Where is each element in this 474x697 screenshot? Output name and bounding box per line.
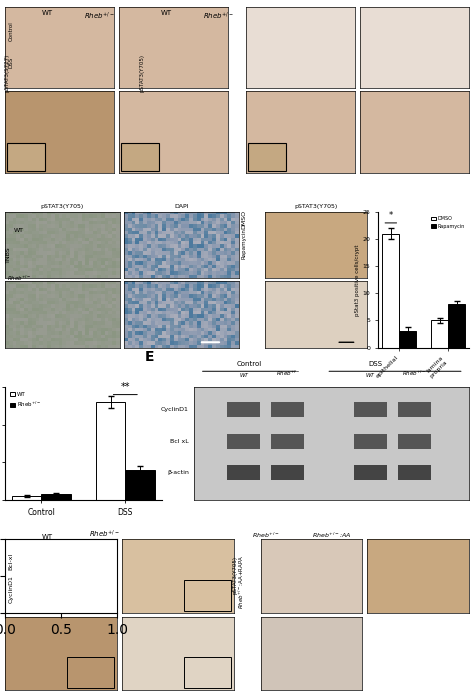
Text: E: E	[145, 351, 154, 365]
Text: Bcl-xl: Bcl-xl	[9, 553, 14, 569]
FancyBboxPatch shape	[271, 434, 304, 449]
Bar	[383, 233, 400, 348]
FancyBboxPatch shape	[121, 142, 159, 171]
Text: *: *	[389, 211, 393, 220]
Text: $Rheb^{+/-}$: $Rheb^{+/-}$	[203, 10, 233, 22]
FancyBboxPatch shape	[248, 142, 286, 171]
Text: G: G	[252, 521, 264, 535]
Text: A: A	[0, 0, 11, 3]
Bar	[12, 496, 41, 500]
Text: CyclinD1: CyclinD1	[161, 407, 189, 412]
Bar	[400, 331, 417, 348]
Text: $Rheb^{+/-}$: $Rheb^{+/-}$	[84, 10, 115, 22]
Text: pSTAT3(Y705): pSTAT3(Y705)	[232, 556, 237, 594]
Text: TNBS: TNBS	[6, 246, 10, 263]
Text: $Rheb^{+/-}$:AA: $Rheb^{+/-}$:AA	[312, 531, 352, 540]
Text: Rapamycin: Rapamycin	[242, 229, 247, 259]
FancyBboxPatch shape	[227, 466, 260, 480]
FancyBboxPatch shape	[67, 657, 114, 688]
FancyBboxPatch shape	[183, 657, 231, 688]
FancyBboxPatch shape	[67, 580, 114, 611]
Text: pSTAT3(Y705): pSTAT3(Y705)	[294, 204, 337, 209]
Text: DAPI: DAPI	[174, 204, 189, 209]
Bar	[125, 470, 155, 500]
Text: Control: Control	[9, 22, 14, 41]
Bar	[448, 304, 465, 348]
FancyBboxPatch shape	[227, 434, 260, 449]
FancyBboxPatch shape	[398, 466, 431, 480]
FancyBboxPatch shape	[271, 402, 304, 418]
Bar	[41, 494, 71, 500]
Text: pSTAT3(S727): pSTAT3(S727)	[5, 54, 9, 92]
Text: $Rheb^{+/-}$: $Rheb^{+/-}$	[89, 529, 119, 540]
Text: WT: WT	[42, 10, 53, 17]
Text: WT: WT	[366, 373, 375, 378]
Text: Control: Control	[237, 361, 262, 367]
Text: **: **	[120, 381, 130, 392]
Text: CyclinD1: CyclinD1	[9, 575, 14, 603]
Bar	[431, 321, 448, 348]
FancyBboxPatch shape	[227, 402, 260, 418]
FancyBboxPatch shape	[354, 434, 387, 449]
Text: WT: WT	[160, 10, 172, 17]
Text: WT: WT	[42, 534, 53, 540]
Text: Bcl xL: Bcl xL	[170, 439, 189, 444]
Legend: WT, Rheb$^{+/-}$: WT, Rheb$^{+/-}$	[8, 390, 44, 411]
FancyBboxPatch shape	[354, 466, 387, 480]
FancyBboxPatch shape	[183, 580, 231, 611]
Text: WT: WT	[239, 373, 248, 378]
FancyBboxPatch shape	[271, 466, 304, 480]
FancyBboxPatch shape	[398, 402, 431, 418]
Text: F: F	[0, 521, 9, 535]
Text: pSTAT3(Y705): pSTAT3(Y705)	[140, 54, 145, 92]
Text: B: B	[0, 195, 11, 209]
Text: Rheb$^{+/-}$: Rheb$^{+/-}$	[402, 369, 427, 378]
Text: C: C	[261, 195, 272, 209]
Text: $Rheb^{+/-}$: $Rheb^{+/-}$	[252, 531, 279, 540]
Text: pSTAT3(Y705): pSTAT3(Y705)	[41, 204, 84, 209]
Text: WT: WT	[14, 227, 24, 233]
Y-axis label: pStat3 positive cells/crypt: pStat3 positive cells/crypt	[355, 244, 360, 316]
Text: DSS: DSS	[369, 361, 383, 367]
Legend: DMSO, Rapamycin: DMSO, Rapamycin	[429, 215, 467, 231]
Text: DSS: DSS	[9, 57, 14, 68]
Text: $Rheb^{+/-}$:AA+RAPA: $Rheb^{+/-}$:AA+RAPA	[237, 555, 246, 609]
Text: Rheb$^{+/-}$: Rheb$^{+/-}$	[275, 369, 300, 378]
Text: DMSO: DMSO	[242, 210, 247, 229]
FancyBboxPatch shape	[354, 402, 387, 418]
Text: β-actin: β-actin	[167, 470, 189, 475]
FancyBboxPatch shape	[398, 434, 431, 449]
FancyBboxPatch shape	[7, 142, 45, 171]
Text: $Rheb^{+/-}$: $Rheb^{+/-}$	[7, 274, 31, 284]
Bar	[96, 402, 125, 500]
